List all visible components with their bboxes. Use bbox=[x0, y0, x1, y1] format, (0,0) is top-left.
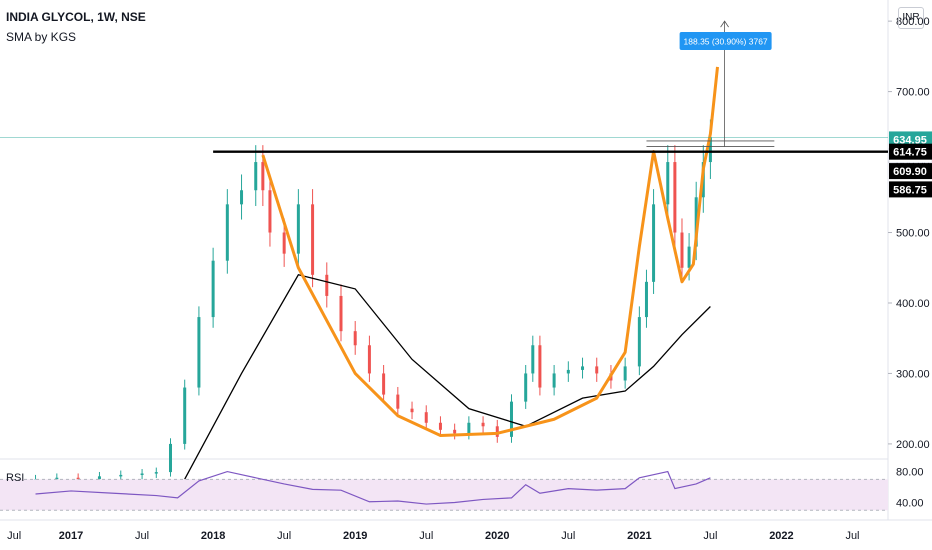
y-tick-label: 700.00 bbox=[896, 87, 930, 99]
candle-body bbox=[623, 366, 627, 381]
y-tick-label: 400.00 bbox=[896, 298, 930, 310]
candle-body bbox=[673, 162, 677, 233]
y-tick-label: 300.00 bbox=[896, 368, 930, 380]
indicator-label[interactable]: SMA by KGS bbox=[6, 30, 77, 44]
candle-body bbox=[566, 369, 570, 374]
y-tick-label: 500.00 bbox=[896, 228, 930, 240]
rsi-label: RSI bbox=[6, 472, 24, 484]
candle-body bbox=[453, 429, 457, 434]
current-price-label-bg bbox=[889, 131, 932, 148]
x-tick-label: Jul bbox=[703, 530, 717, 542]
candle-body bbox=[225, 204, 229, 261]
price-level-609: 609.90 bbox=[893, 166, 927, 178]
candle-body bbox=[76, 477, 80, 480]
candle-body bbox=[438, 422, 442, 430]
x-tick-label: 2022 bbox=[769, 530, 793, 542]
x-tick-label: Jul bbox=[277, 530, 291, 542]
candle-body bbox=[396, 394, 400, 409]
x-tick-label: 2020 bbox=[485, 530, 509, 542]
candle-body bbox=[538, 345, 542, 388]
candle-body bbox=[424, 412, 428, 423]
price-level-586-bg bbox=[889, 181, 932, 198]
cup-and-handle-drawing bbox=[261, 66, 719, 437]
candle-body bbox=[261, 162, 265, 191]
candle-body bbox=[524, 373, 528, 402]
candle-body bbox=[367, 345, 371, 374]
price-level-614: 614.75 bbox=[893, 147, 927, 159]
measure-badge-label: 188.35 (30.90%) 3767 bbox=[684, 37, 768, 47]
candle-body bbox=[353, 331, 357, 346]
candle-body bbox=[119, 474, 123, 477]
candle-body bbox=[708, 137, 712, 163]
candle-body bbox=[644, 281, 648, 318]
candle-body bbox=[382, 373, 386, 395]
candle-body bbox=[296, 204, 300, 254]
price-level-614-bg bbox=[889, 143, 932, 160]
x-tick-label: Jul bbox=[561, 530, 575, 542]
measure-badge bbox=[679, 32, 772, 50]
candle-body bbox=[97, 476, 101, 480]
y-tick-label: 200.00 bbox=[896, 439, 930, 451]
rsi-line bbox=[35, 470, 711, 505]
candle-body bbox=[666, 162, 670, 205]
candle-body bbox=[339, 295, 343, 332]
candle-body bbox=[687, 246, 691, 268]
candle-body bbox=[211, 260, 215, 318]
candle-body bbox=[481, 422, 485, 427]
candle-body bbox=[168, 443, 172, 473]
x-tick-label: 2018 bbox=[201, 530, 225, 542]
x-tick-label: Jul bbox=[135, 530, 149, 542]
currency-badge[interactable]: INR bbox=[898, 7, 924, 29]
candle-body bbox=[680, 232, 684, 268]
candle-body bbox=[197, 317, 201, 388]
price-level-586: 586.75 bbox=[893, 184, 927, 196]
candle-body bbox=[637, 317, 641, 367]
candle-body bbox=[581, 366, 585, 370]
symbol-title[interactable]: INDIA GLYCOL, 1W, NSE bbox=[6, 10, 146, 24]
x-tick-label: Jul bbox=[845, 530, 859, 542]
rsi-tick-label: 80.00 bbox=[896, 467, 924, 479]
x-tick-label: 2019 bbox=[343, 530, 367, 542]
candle-body bbox=[154, 472, 158, 474]
measure-arrow-head bbox=[720, 20, 729, 28]
x-tick-label: 2017 bbox=[59, 530, 83, 542]
candle-body bbox=[325, 274, 329, 296]
candle-body bbox=[410, 408, 414, 413]
y-tick-label: 800.00 bbox=[896, 16, 930, 28]
candle-body bbox=[652, 204, 656, 282]
candle-body bbox=[183, 387, 187, 444]
candle-body bbox=[531, 345, 535, 374]
current-price-label: 634.95 bbox=[893, 134, 927, 146]
candle-body bbox=[254, 162, 258, 191]
x-tick-label: 2021 bbox=[627, 530, 651, 542]
candle-body bbox=[140, 473, 144, 476]
x-tick-label: Jul bbox=[419, 530, 433, 542]
sma-line bbox=[184, 274, 711, 480]
candle-body bbox=[552, 373, 556, 388]
price-level-609-bg bbox=[889, 163, 932, 180]
candle-body bbox=[55, 477, 59, 480]
rsi-tick-label: 40.00 bbox=[896, 498, 924, 510]
candle-body bbox=[311, 204, 315, 275]
candle-body bbox=[240, 190, 244, 205]
candle-body bbox=[268, 190, 272, 233]
candle-body bbox=[595, 366, 599, 374]
candle-body bbox=[509, 401, 513, 437]
candle-body bbox=[467, 422, 471, 434]
candle-body bbox=[694, 197, 698, 247]
x-tick-label: Jul bbox=[7, 530, 21, 542]
candle-body bbox=[282, 232, 286, 254]
candle-body bbox=[495, 426, 499, 437]
